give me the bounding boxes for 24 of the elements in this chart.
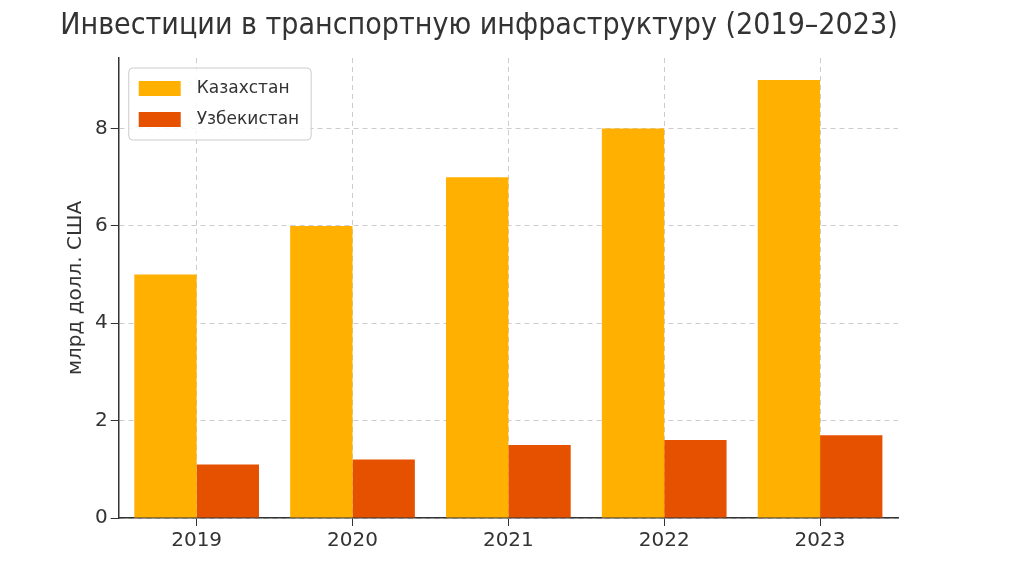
y-tick-label: 0 xyxy=(94,504,108,529)
x-tick-label: 2020 xyxy=(327,527,378,552)
y-tick-label: 4 xyxy=(94,309,108,334)
bar xyxy=(508,444,571,518)
y-tick-label: 8 xyxy=(94,114,108,139)
bar xyxy=(352,459,415,518)
y-axis-title: млрд долл. США xyxy=(62,200,87,376)
bar xyxy=(664,440,727,518)
bar xyxy=(446,177,509,518)
legend-label: Узбекистан xyxy=(196,107,300,128)
bar xyxy=(820,435,883,518)
x-tick-label: 2021 xyxy=(482,527,534,552)
chart-title: Инвестиции в транспортную инфраструктуру (2019–2023) xyxy=(60,5,898,42)
x-tick-label: 2022 xyxy=(638,527,690,552)
bar xyxy=(757,79,821,518)
bar xyxy=(601,128,665,518)
x-tick-label: 2019 xyxy=(171,527,223,552)
x-tick-label: 2023 xyxy=(794,527,846,552)
y-tick-label: 2 xyxy=(94,406,108,431)
y-tick-label: 6 xyxy=(94,212,108,237)
bar xyxy=(196,464,259,518)
legend-label: Казахстан xyxy=(196,76,290,97)
bar xyxy=(290,225,353,518)
bar xyxy=(134,274,197,518)
